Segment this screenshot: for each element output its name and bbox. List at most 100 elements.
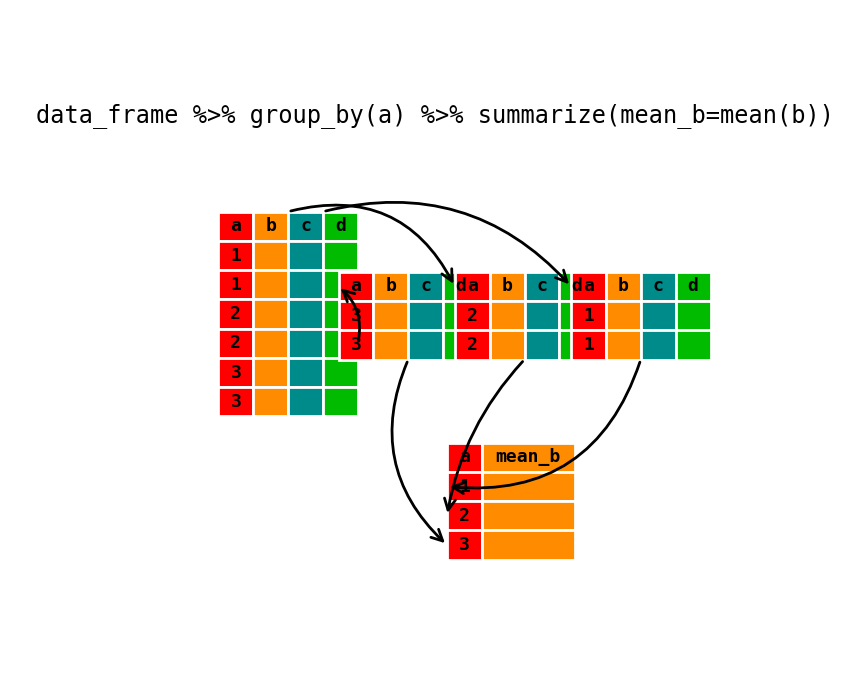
Bar bbox=[455, 330, 489, 359]
Text: a: a bbox=[350, 277, 361, 295]
Bar bbox=[323, 241, 358, 270]
Text: 1: 1 bbox=[583, 336, 594, 354]
Bar bbox=[219, 299, 254, 328]
Text: 3: 3 bbox=[350, 336, 361, 354]
Bar bbox=[676, 272, 711, 301]
Text: 3: 3 bbox=[350, 307, 361, 324]
Text: 2: 2 bbox=[231, 305, 241, 323]
Bar bbox=[444, 301, 478, 330]
Bar bbox=[525, 330, 560, 359]
Bar bbox=[323, 328, 358, 358]
Text: d: d bbox=[572, 277, 583, 295]
Text: 2: 2 bbox=[466, 307, 477, 324]
Bar bbox=[323, 270, 358, 299]
Bar bbox=[408, 301, 444, 330]
Text: mean_b: mean_b bbox=[496, 448, 561, 466]
Bar bbox=[447, 530, 482, 560]
Text: a: a bbox=[459, 448, 470, 466]
Text: d: d bbox=[688, 277, 699, 295]
Bar bbox=[219, 328, 254, 358]
Bar bbox=[605, 301, 641, 330]
Text: d: d bbox=[455, 277, 466, 295]
Bar bbox=[219, 212, 254, 241]
Text: 3: 3 bbox=[231, 363, 241, 382]
Bar bbox=[408, 330, 444, 359]
Text: b: b bbox=[502, 277, 512, 295]
Text: b: b bbox=[265, 217, 276, 236]
Bar bbox=[254, 241, 288, 270]
Bar bbox=[219, 241, 254, 270]
Bar bbox=[447, 472, 482, 501]
Bar bbox=[373, 330, 408, 359]
Text: c: c bbox=[300, 217, 311, 236]
Text: data_frame %>% group_by(a) %>% summarize(mean_b=mean(b)): data_frame %>% group_by(a) %>% summarize… bbox=[36, 103, 834, 128]
Bar bbox=[288, 358, 323, 387]
Text: 2: 2 bbox=[459, 507, 470, 525]
Bar bbox=[560, 272, 594, 301]
Bar bbox=[571, 272, 605, 301]
Bar bbox=[254, 387, 288, 417]
Text: a: a bbox=[231, 217, 241, 236]
Bar bbox=[338, 272, 373, 301]
Bar bbox=[338, 301, 373, 330]
Bar bbox=[323, 212, 358, 241]
Text: b: b bbox=[385, 277, 396, 295]
Bar bbox=[641, 330, 676, 359]
Bar bbox=[323, 299, 358, 328]
Bar bbox=[571, 330, 605, 359]
Text: a: a bbox=[466, 277, 477, 295]
Bar bbox=[254, 358, 288, 387]
Text: 1: 1 bbox=[231, 246, 241, 264]
Bar bbox=[676, 301, 711, 330]
Bar bbox=[641, 301, 676, 330]
Bar bbox=[489, 272, 525, 301]
Bar bbox=[489, 301, 525, 330]
Bar bbox=[605, 330, 641, 359]
Bar bbox=[489, 330, 525, 359]
Bar bbox=[560, 301, 594, 330]
Text: 2: 2 bbox=[231, 334, 241, 353]
Text: c: c bbox=[537, 277, 547, 295]
Bar bbox=[641, 272, 676, 301]
Bar bbox=[323, 358, 358, 387]
Bar bbox=[560, 330, 594, 359]
Text: 1: 1 bbox=[459, 478, 470, 495]
Bar bbox=[288, 328, 323, 358]
Bar bbox=[288, 270, 323, 299]
Bar bbox=[373, 272, 408, 301]
Bar bbox=[338, 330, 373, 359]
Bar bbox=[373, 301, 408, 330]
Text: c: c bbox=[653, 277, 664, 295]
Text: a: a bbox=[583, 277, 594, 295]
Text: c: c bbox=[421, 277, 431, 295]
Bar bbox=[288, 241, 323, 270]
Bar bbox=[219, 270, 254, 299]
Bar bbox=[254, 270, 288, 299]
Bar bbox=[288, 299, 323, 328]
Bar bbox=[219, 387, 254, 417]
Bar bbox=[447, 501, 482, 530]
Bar bbox=[482, 530, 575, 560]
Bar bbox=[219, 358, 254, 387]
Bar bbox=[525, 301, 560, 330]
Bar bbox=[482, 443, 575, 472]
Bar bbox=[455, 301, 489, 330]
Bar bbox=[323, 387, 358, 417]
Bar bbox=[571, 301, 605, 330]
Text: 3: 3 bbox=[459, 536, 470, 554]
Text: 1: 1 bbox=[583, 307, 594, 324]
Bar bbox=[444, 330, 478, 359]
Text: 3: 3 bbox=[231, 393, 241, 411]
Text: 1: 1 bbox=[231, 276, 241, 294]
Text: b: b bbox=[618, 277, 628, 295]
Bar bbox=[254, 299, 288, 328]
Bar bbox=[288, 387, 323, 417]
Bar bbox=[525, 272, 560, 301]
Bar bbox=[447, 443, 482, 472]
Text: 2: 2 bbox=[466, 336, 477, 354]
Bar bbox=[482, 472, 575, 501]
Bar bbox=[254, 212, 288, 241]
Bar bbox=[482, 501, 575, 530]
Bar bbox=[605, 272, 641, 301]
Bar bbox=[444, 272, 478, 301]
